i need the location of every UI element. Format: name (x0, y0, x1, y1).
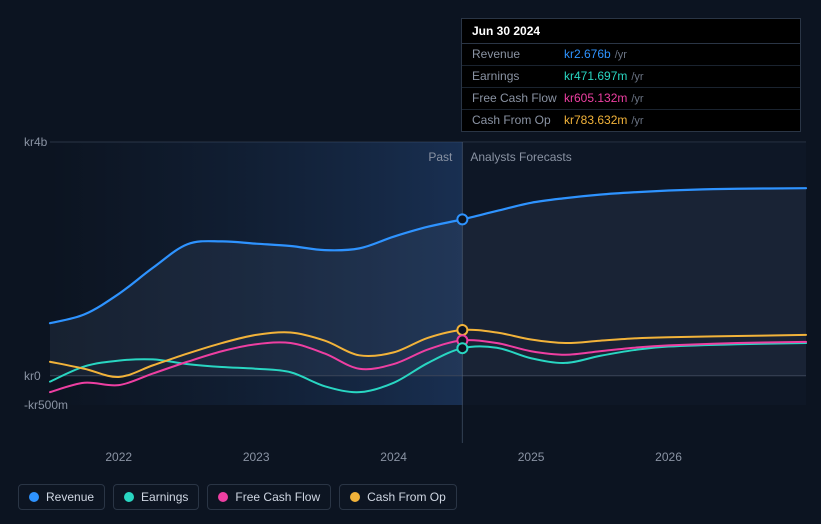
tooltip-label: Earnings (472, 70, 564, 82)
tooltip-value: kr471.697m (564, 70, 627, 82)
tooltip-unit: /yr (631, 94, 643, 105)
chart-legend: Revenue Earnings Free Cash Flow Cash Fro… (18, 484, 457, 510)
legend-swatch-icon (124, 492, 134, 502)
tooltip-row-fcf: Free Cash Flow kr605.132m /yr (462, 88, 800, 110)
yaxis-tick-label: -kr500m (24, 398, 68, 412)
legend-item-fcf[interactable]: Free Cash Flow (207, 484, 331, 510)
forecast-region-label: Analysts Forecasts (470, 150, 571, 164)
xaxis-tick-label: 2026 (655, 450, 682, 464)
tooltip-label: Revenue (472, 48, 564, 60)
legend-label: Revenue (46, 490, 94, 504)
tooltip-label: Free Cash Flow (472, 92, 564, 104)
yaxis-tick-label: kr4b (24, 135, 47, 149)
xaxis-tick-label: 2025 (518, 450, 545, 464)
tooltip-unit: /yr (631, 72, 643, 83)
legend-swatch-icon (350, 492, 360, 502)
tooltip-value: kr2.676b (564, 48, 611, 60)
tooltip-label: Cash From Op (472, 114, 564, 126)
tooltip-unit: /yr (631, 116, 643, 127)
xaxis-tick-label: 2022 (105, 450, 132, 464)
legend-item-revenue[interactable]: Revenue (18, 484, 105, 510)
tooltip-row-cfo: Cash From Op kr783.632m /yr (462, 110, 800, 131)
yaxis-tick-label: kr0 (24, 369, 41, 383)
legend-label: Cash From Op (367, 490, 446, 504)
legend-label: Earnings (141, 490, 188, 504)
tooltip-row-earnings: Earnings kr471.697m /yr (462, 66, 800, 88)
legend-label: Free Cash Flow (235, 490, 320, 504)
xaxis-tick-label: 2024 (380, 450, 407, 464)
tooltip-value: kr783.632m (564, 114, 627, 126)
chart-tooltip: Jun 30 2024 Revenue kr2.676b /yr Earning… (461, 18, 801, 132)
legend-item-cfo[interactable]: Cash From Op (339, 484, 457, 510)
xaxis-tick-label: 2023 (243, 450, 270, 464)
legend-item-earnings[interactable]: Earnings (113, 484, 199, 510)
tooltip-row-revenue: Revenue kr2.676b /yr (462, 44, 800, 66)
tooltip-unit: /yr (615, 50, 627, 61)
legend-swatch-icon (29, 492, 39, 502)
past-region-label: Past (428, 150, 452, 164)
tooltip-value: kr605.132m (564, 92, 627, 104)
legend-swatch-icon (218, 492, 228, 502)
tooltip-date: Jun 30 2024 (462, 19, 800, 44)
